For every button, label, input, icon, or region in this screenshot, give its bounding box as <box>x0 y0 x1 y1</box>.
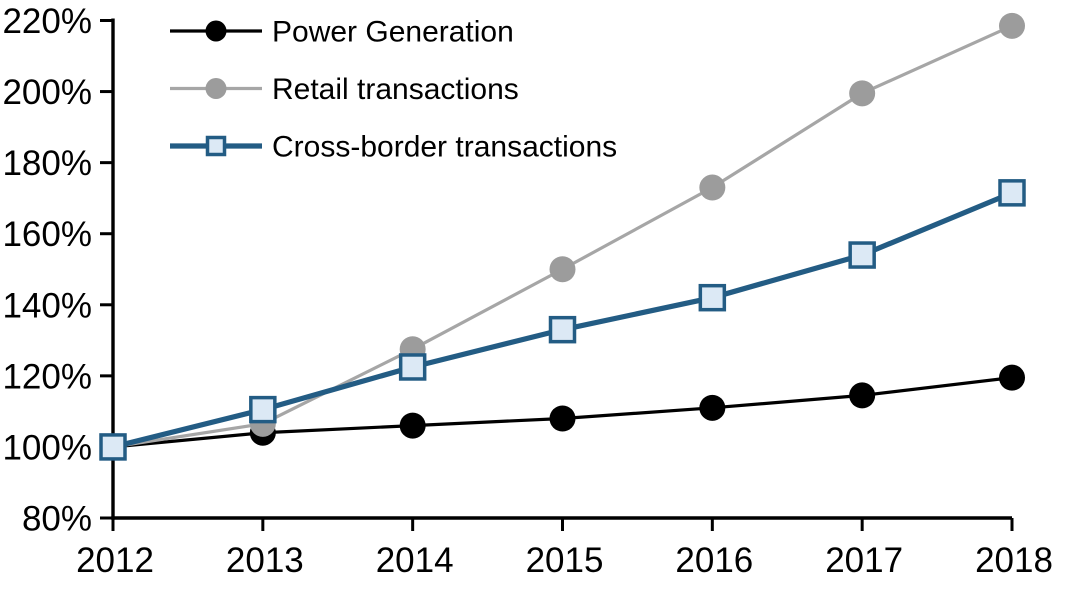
y-tick-label: 220% <box>2 2 92 41</box>
legend-square-marker <box>205 135 227 157</box>
circle-marker <box>849 382 876 409</box>
legend: Power Generation Retail transactions Cross… <box>170 16 617 164</box>
legend-label: Retail transactions <box>272 73 519 106</box>
y-tick-label: 120% <box>2 357 92 396</box>
square-marker <box>99 433 127 461</box>
legend-item-power-generation: Power Generation <box>170 16 514 49</box>
x-tick-label: 2018 <box>975 541 1053 580</box>
x-tick-label: 2017 <box>825 541 903 580</box>
legend-circle-marker <box>205 20 227 42</box>
y-tick-label: 180% <box>2 144 92 183</box>
square-marker <box>398 353 427 381</box>
legend-label: Power Generation <box>272 16 514 49</box>
square-marker <box>698 283 727 312</box>
square-marker <box>249 395 277 424</box>
circle-marker <box>549 256 576 283</box>
y-tick-label: 140% <box>2 286 92 325</box>
circle-marker <box>849 80 876 107</box>
x-tick-label: 2013 <box>226 541 304 580</box>
circle-marker <box>699 394 726 421</box>
y-tick-label: 80% <box>22 500 92 539</box>
circle-marker <box>549 405 576 432</box>
legend-label: Cross-border transactions <box>272 131 617 164</box>
circle-marker <box>999 12 1025 39</box>
y-tick-label: 100% <box>2 428 92 467</box>
legend-circle-marker <box>205 78 227 99</box>
y-tick-label: 200% <box>2 73 92 112</box>
square-marker <box>848 241 876 269</box>
series-cross-border-transactions <box>99 179 1026 461</box>
axes: 80% 100% 120% 140% 160% 180% 200% 220% 2012 2013 2… <box>2 2 1052 580</box>
x-tick-label: 2015 <box>526 541 604 580</box>
series-power-generation <box>100 364 1025 460</box>
x-tick-label: 2012 <box>76 541 154 580</box>
circle-marker <box>399 412 426 439</box>
y-tick-label: 160% <box>2 215 92 254</box>
legend-item-retail-transactions: Retail transactions <box>170 73 519 106</box>
square-marker <box>548 315 577 344</box>
x-tick-label: 2016 <box>675 541 753 580</box>
circle-marker <box>999 364 1025 391</box>
x-tick-label: 2014 <box>376 541 454 580</box>
square-marker <box>998 179 1026 207</box>
legend-item-cross-border-transactions: Cross-border transactions <box>170 131 617 164</box>
circle-marker <box>699 174 726 201</box>
